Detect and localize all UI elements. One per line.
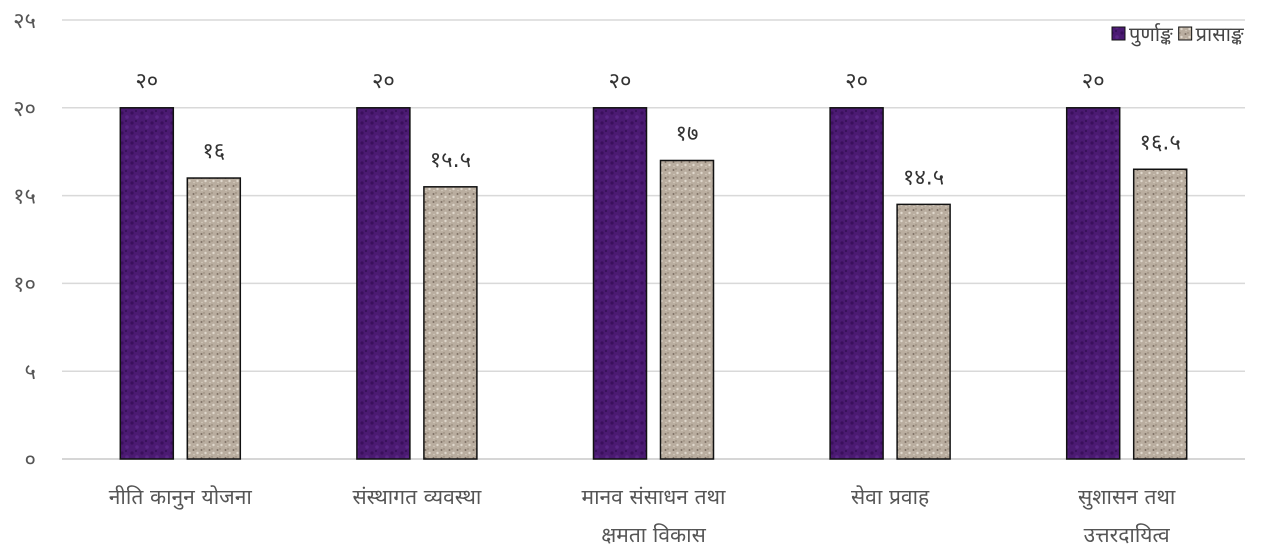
- legend-swatch: [1111, 26, 1126, 41]
- bar-prasanka: [423, 186, 478, 460]
- legend-swatch: [1178, 26, 1193, 41]
- bar-purnanka: [829, 107, 884, 460]
- legend-label: पुर्णाङ्क: [1129, 22, 1174, 47]
- y-tick-label: २०: [13, 97, 36, 122]
- data-label: २०: [135, 69, 158, 94]
- data-label: १५.५: [430, 148, 471, 173]
- bar-prasanka: [1132, 168, 1188, 460]
- y-tick-label: १५: [13, 185, 36, 210]
- data-label: १४.५: [903, 165, 944, 190]
- bar-purnanka: [356, 107, 411, 460]
- bar-prasanka: [659, 159, 715, 460]
- data-label: २०: [372, 69, 395, 94]
- bar-purnanka: [592, 107, 648, 460]
- bar-prasanka: [186, 177, 242, 460]
- data-label: १६.५: [1140, 130, 1181, 155]
- legend-label: प्रासाङ्क: [1196, 22, 1245, 46]
- x-category-label: उत्तरदायित्व: [1084, 523, 1170, 547]
- x-category-label: नीति कानुन योजना: [109, 485, 253, 510]
- data-label: १६: [202, 139, 225, 164]
- y-tick-label: २५: [13, 9, 36, 34]
- x-category-label: सेवा प्रवाह: [851, 485, 930, 509]
- y-tick-label: ५: [25, 360, 36, 385]
- y-tick-label: १०: [13, 272, 36, 297]
- bar-purnanka: [1065, 107, 1121, 460]
- x-category-label: सुशासन तथा: [1078, 485, 1176, 510]
- x-category-label: संस्थागत व्यवस्था: [352, 485, 481, 509]
- bar-purnanka: [119, 107, 175, 460]
- y-tick-label: ०: [25, 448, 36, 473]
- x-category-label: क्षमता विकास: [601, 523, 706, 547]
- data-label: २०: [609, 69, 632, 94]
- data-label: १७: [676, 121, 699, 146]
- data-label: २०: [845, 69, 868, 94]
- x-category-label: मानव संसाधन तथा: [582, 485, 726, 509]
- bar-prasanka: [896, 203, 951, 460]
- data-label: २०: [1082, 69, 1105, 94]
